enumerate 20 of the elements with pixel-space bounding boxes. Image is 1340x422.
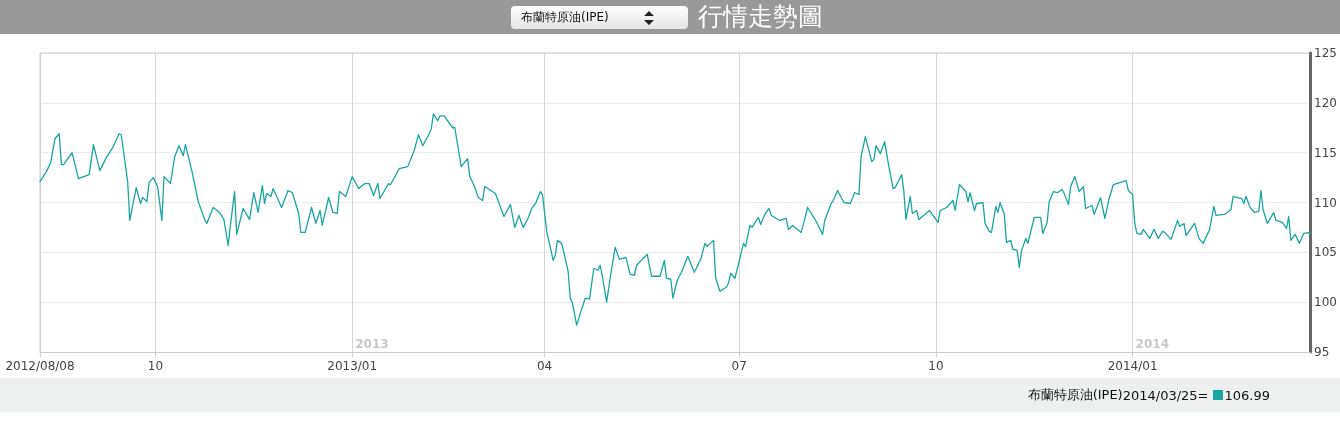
y-tick-label: 95	[1314, 345, 1330, 359]
x-tick-label: 2014/01	[1107, 359, 1158, 373]
y-tick-label: 105	[1314, 245, 1337, 260]
chart-subtitle: 布蘭特原油(IPE)	[511, 6, 688, 29]
x-tick-label: 07	[731, 359, 747, 373]
y-tick-label: 120	[1314, 95, 1337, 110]
y-tick-label: 125	[1314, 46, 1337, 60]
x-tick-label: 10	[928, 359, 944, 373]
x-tick-label: 2012/08/08	[5, 359, 75, 373]
x-tick-label: 10	[147, 359, 164, 373]
chart-title: 行情走勢圖	[698, 2, 823, 32]
y-tick-label: 115	[1314, 145, 1337, 160]
text: 106.99	[1224, 387, 1270, 403]
y-tick-label: 100	[1314, 295, 1337, 310]
text: 布蘭特原油(IPE)	[1027, 386, 1123, 404]
text: 2014/03/25=	[1122, 387, 1209, 403]
line-series	[39, 113, 1311, 326]
y-tick-label: 110	[1314, 195, 1337, 210]
x-tick-label: 2013/01	[327, 359, 378, 373]
x-tick-label: 04	[536, 359, 553, 373]
